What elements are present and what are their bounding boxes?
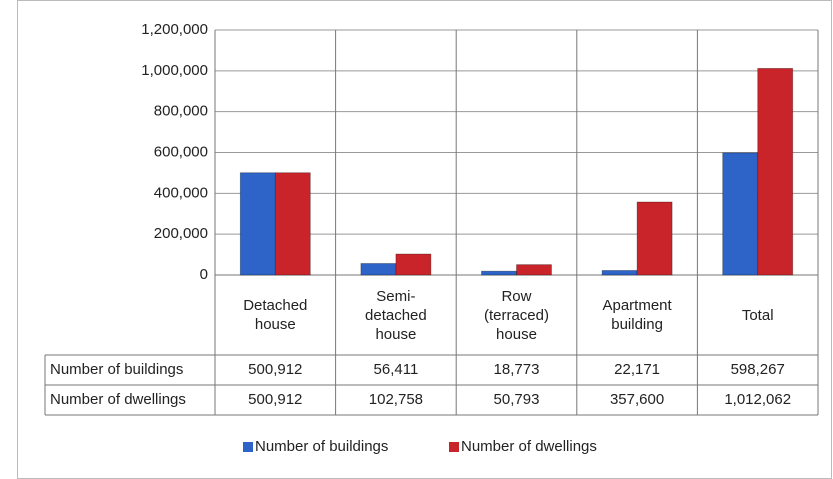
y-tick-label: 800,000 <box>154 103 208 120</box>
bar <box>239 172 276 276</box>
chart-frame <box>17 0 832 479</box>
legend-swatch <box>449 442 459 452</box>
table-value: 18,773 <box>494 361 540 378</box>
category-cell: Row (terraced) house <box>483 287 549 343</box>
y-tick-label: 200,000 <box>154 225 208 242</box>
y-tick-label: 1,200,000 <box>141 21 208 38</box>
category-cell: Total <box>741 306 774 324</box>
y-tick-label: 0 <box>200 266 208 283</box>
bar <box>636 201 673 276</box>
category-cell: Apartment building <box>602 297 672 333</box>
table-value: 22,171 <box>614 361 660 378</box>
table-value: 1,012,062 <box>724 391 791 408</box>
bar <box>601 270 638 276</box>
table-value: 500,912 <box>248 391 302 408</box>
x-tick-label: Total <box>741 306 774 324</box>
x-tick-label: Detached house <box>243 297 308 333</box>
table-value: 102,758 <box>369 391 423 408</box>
bar <box>274 172 311 276</box>
table-value: 500,912 <box>248 361 302 378</box>
x-tick-label: Row (terraced) house <box>483 287 549 343</box>
bar <box>481 270 517 276</box>
bar <box>722 152 759 276</box>
table-value: 357,600 <box>610 391 664 408</box>
bar <box>395 253 432 276</box>
y-tick-label: 1,000,000 <box>141 62 208 79</box>
bar <box>360 263 397 276</box>
table-value: 50,793 <box>494 391 540 408</box>
y-tick-label: 600,000 <box>154 143 208 160</box>
legend-swatch <box>243 442 253 452</box>
legend-label: Number of dwellings <box>461 438 597 455</box>
category-cell: Detached house <box>243 297 308 333</box>
bar <box>757 67 794 276</box>
x-tick-label: Semi-detached house <box>365 287 427 343</box>
table-row-label: Number of buildings <box>50 361 183 378</box>
y-tick-label: 400,000 <box>154 184 208 201</box>
bar <box>516 264 552 276</box>
table-row-label: Number of dwellings <box>50 391 186 408</box>
table-value: 56,411 <box>374 361 419 378</box>
category-cell: Semi-detached house <box>365 287 427 343</box>
table-value: 598,267 <box>731 361 785 378</box>
x-tick-label: Apartment building <box>602 297 672 333</box>
legend-label: Number of buildings <box>255 438 388 455</box>
